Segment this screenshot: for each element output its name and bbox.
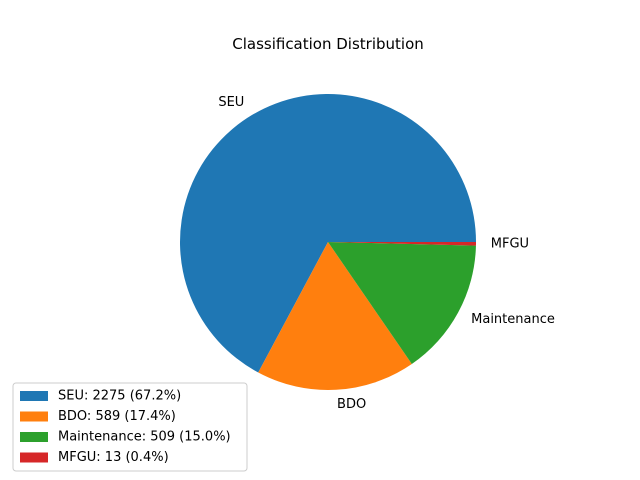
legend-label-bdo: BDO: 589 (17.4%) (58, 409, 176, 424)
legend-swatch-bdo (20, 411, 48, 422)
legend-label-mfgu: MFGU: 13 (0.4%) (58, 450, 169, 465)
slice-label-bdo: BDO (337, 397, 366, 412)
slice-label-seu: SEU (218, 95, 244, 110)
legend: SEU: 2275 (67.2%) BDO: 589 (17.4%) Mainten… (12, 382, 248, 472)
legend-swatch-maintenance (20, 432, 48, 442)
slice-label-maintenance: Maintenance (471, 312, 555, 327)
legend-swatch-mfgu (20, 452, 48, 463)
pie-slice-bdo (258, 242, 412, 390)
pie-slice-maintenance (328, 242, 476, 364)
pie-labels: SEU BDO Maintenance MFGU (218, 95, 555, 412)
pie-slice-mfgu (328, 242, 476, 246)
pie-slices (180, 94, 476, 390)
legend-frame (12, 382, 248, 472)
legend-swatch-seu (20, 391, 48, 401)
pie-slice-seu (180, 94, 476, 373)
legend-label-seu: SEU: 2275 (67.2%) (58, 389, 181, 404)
legend-label-maintenance: Maintenance: 509 (15.0%) (58, 430, 231, 445)
chart-title: Classification Distribution (232, 35, 424, 53)
slice-label-mfgu: MFGU (491, 236, 529, 251)
